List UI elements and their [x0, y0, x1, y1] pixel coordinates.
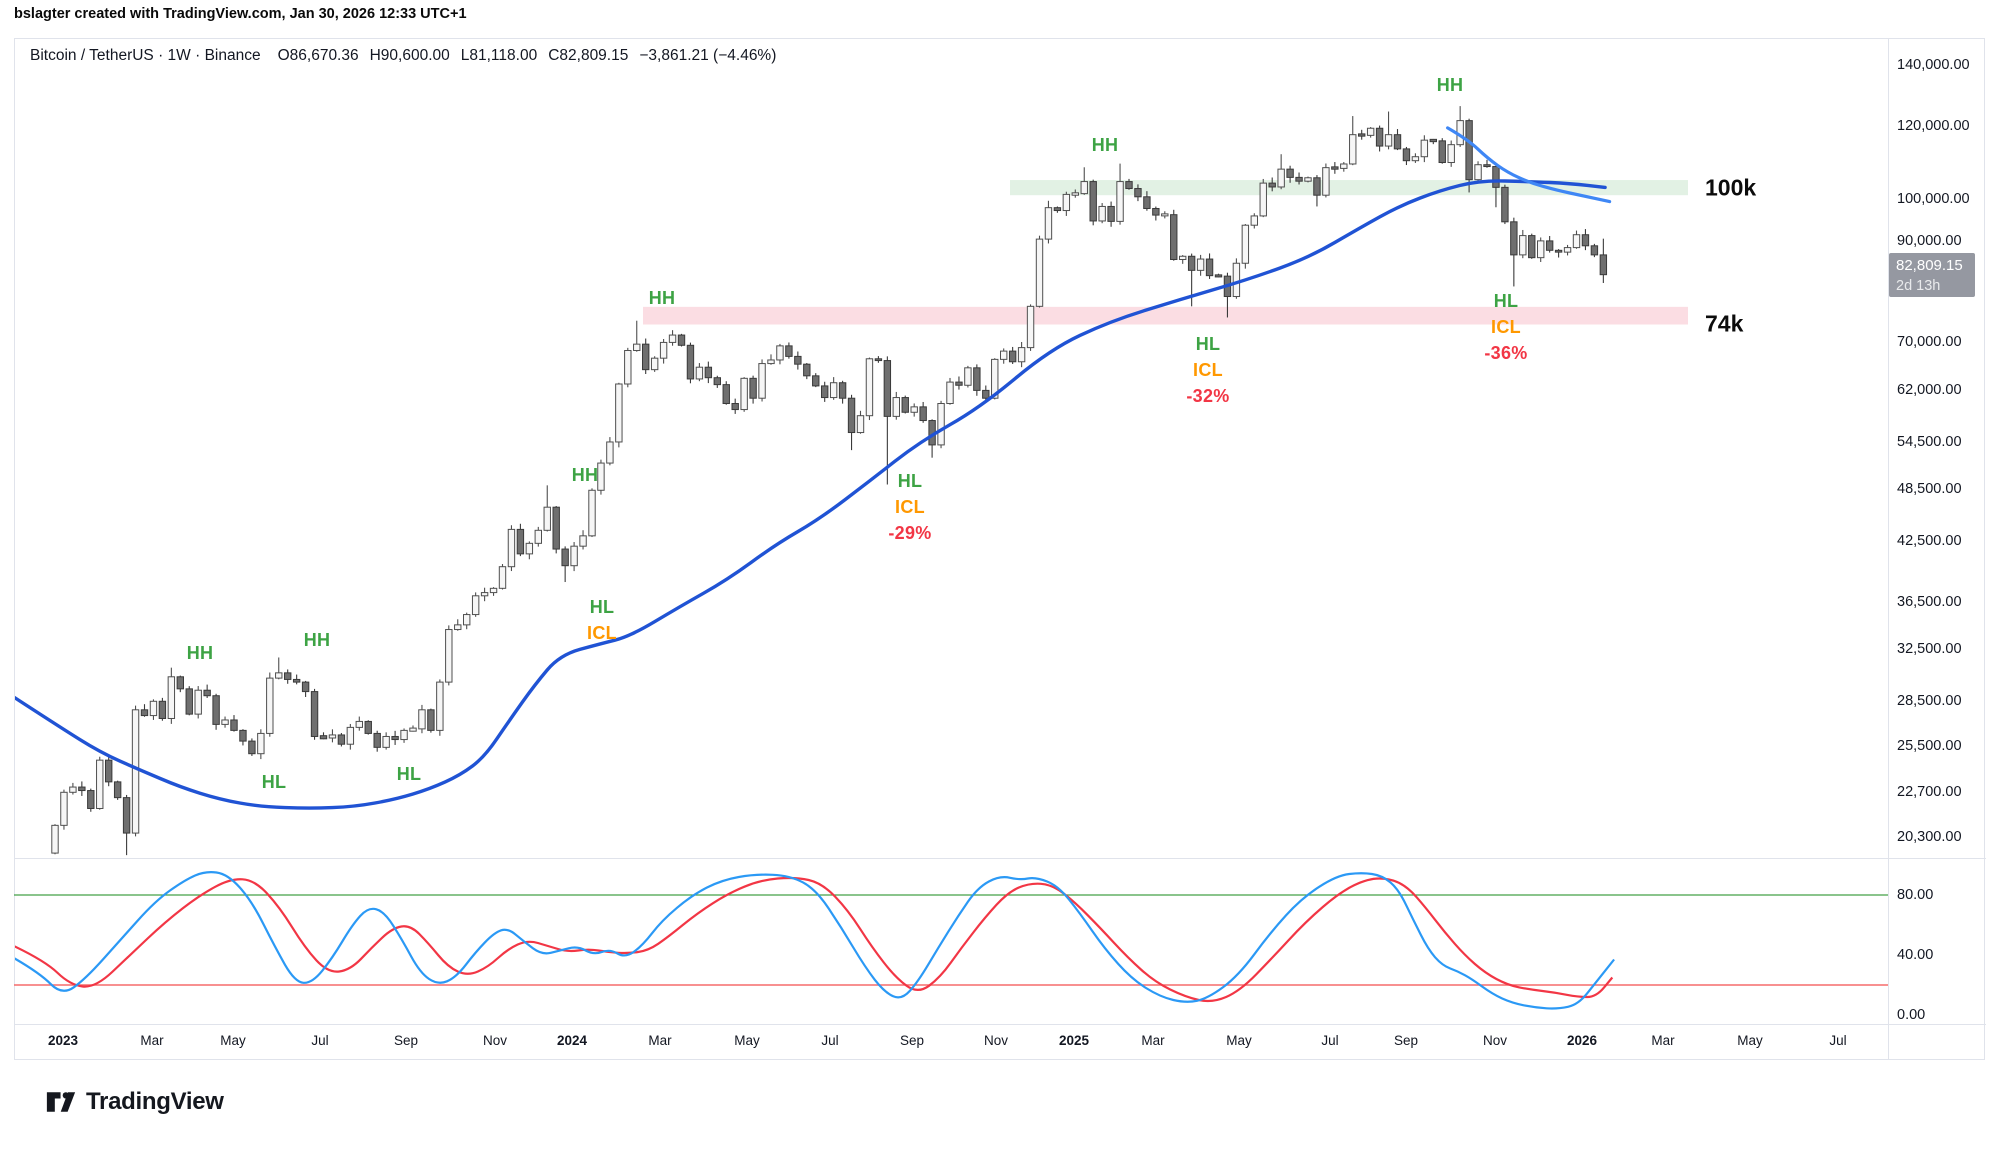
- ma-slow-line[interactable]: [14, 179, 1607, 810]
- time-tick-label: Jul: [311, 1033, 329, 1048]
- price-tick-label: 70,000.00: [1897, 333, 1962, 350]
- stochastic-k-line[interactable]: [14, 871, 1615, 1010]
- price-tick-label: 32,500.00: [1897, 640, 1962, 657]
- level-band-100k[interactable]: [1010, 180, 1688, 196]
- price-tick-label: 42,500.00: [1897, 533, 1962, 550]
- time-tick-label: May: [1737, 1033, 1763, 1048]
- candlestick-series[interactable]: [51, 106, 1608, 856]
- oscillator-tick-label: 40.00: [1897, 947, 1934, 963]
- price-tick-label: 20,300.00: [1897, 829, 1962, 845]
- time-tick-label: Mar: [140, 1033, 164, 1048]
- time-tick-label: Nov: [482, 1033, 508, 1048]
- ohlc-high: H90,600.00: [369, 47, 450, 64]
- time-tick-label: Jul: [1321, 1033, 1339, 1048]
- ohlc-close: C82,809.15: [548, 47, 629, 64]
- price-tick-label: 120,000.00: [1897, 118, 1970, 135]
- ohlc-open: O86,670.36: [277, 47, 359, 64]
- time-tick-label: 2023: [47, 1033, 79, 1048]
- change-value: −3,861.21 (−4.46%): [639, 47, 777, 64]
- time-tick-label: Sep: [1393, 1033, 1419, 1048]
- stochastic-d-line[interactable]: [14, 876, 1614, 1003]
- time-tick-label: May: [1226, 1033, 1252, 1048]
- price-tick-label: 48,500.00: [1897, 480, 1962, 497]
- time-tick-label: Sep: [393, 1033, 419, 1048]
- time-tick-label: Nov: [1482, 1033, 1508, 1048]
- price-tick-label: 36,500.00: [1897, 594, 1962, 611]
- symbol-legend[interactable]: Bitcoin / TetherUS · 1W · Binance O86,67…: [30, 47, 776, 65]
- time-tick-label: Jul: [1829, 1033, 1847, 1048]
- time-tick-label: Mar: [1141, 1033, 1165, 1048]
- oscillator-tick-label: 0.00: [1897, 1007, 1926, 1023]
- price-tick-label: 100,000.00: [1897, 191, 1970, 208]
- price-tick-label: 28,500.00: [1897, 693, 1962, 710]
- symbol-title[interactable]: Bitcoin / TetherUS · 1W · Binance: [30, 47, 261, 64]
- tradingview-logo-icon: [46, 1092, 76, 1112]
- time-tick-label: 2025: [1058, 1033, 1090, 1048]
- price-tick-label: 62,000.00: [1897, 382, 1962, 399]
- time-tick-label: 2024: [556, 1033, 588, 1048]
- tradingview-logo-text: TradingView: [86, 1088, 224, 1115]
- time-tick-label: Mar: [1651, 1033, 1675, 1048]
- time-tick-label: Sep: [899, 1033, 925, 1048]
- tradingview-logo[interactable]: TradingView: [46, 1088, 224, 1116]
- time-tick-label: 2026: [1566, 1033, 1598, 1048]
- price-tick-label: 140,000.00: [1897, 56, 1970, 73]
- time-tick-label: Jul: [821, 1033, 839, 1048]
- price-tick-label: 22,700.00: [1897, 784, 1962, 801]
- time-tick-label: May: [220, 1033, 246, 1048]
- price-tick-label: 90,000.00: [1897, 233, 1962, 250]
- ma-fast-line[interactable]: [1446, 126, 1612, 204]
- time-tick-label: May: [734, 1033, 760, 1048]
- oscillator-tick-label: 80.00: [1897, 887, 1934, 903]
- attribution-text: bslagter created with TradingView.com, J…: [14, 6, 467, 22]
- time-tick-label: Mar: [648, 1033, 672, 1048]
- ohlc-low: L81,118.00: [460, 47, 538, 64]
- level-band-74k[interactable]: [643, 306, 1688, 325]
- price-tick-label: 54,500.00: [1897, 433, 1962, 450]
- price-tick-label: 25,500.00: [1897, 737, 1962, 754]
- time-tick-label: Nov: [983, 1033, 1009, 1048]
